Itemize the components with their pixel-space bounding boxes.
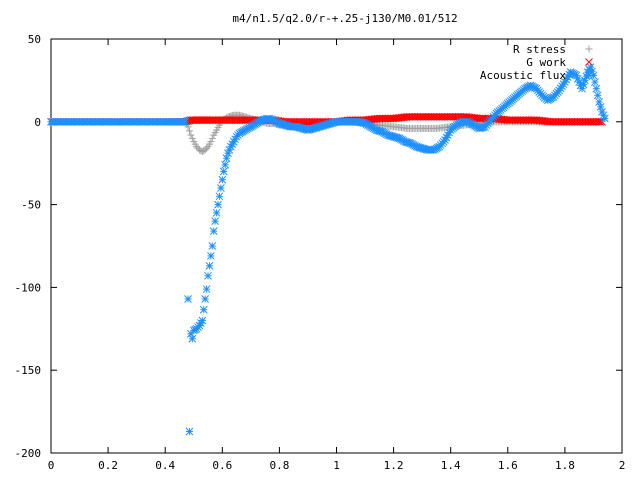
- data-point: [198, 316, 207, 325]
- legend-label: R stress: [513, 43, 566, 56]
- plot-frame: [50, 38, 623, 454]
- legend-marker: [585, 45, 593, 53]
- x-tick-label: 1.2: [384, 459, 404, 472]
- data-point: [205, 262, 214, 270]
- data-point: [185, 127, 193, 135]
- series-layer: [47, 63, 609, 436]
- data-point: [204, 271, 212, 280]
- chart-title: m4/n1.5/q2.0/r-+.25-j130/M0.01/512: [232, 12, 457, 25]
- data-point: [217, 184, 225, 192]
- data-point: [208, 242, 217, 250]
- data-point: [207, 138, 215, 146]
- data-point: [187, 131, 195, 139]
- data-point: [218, 175, 227, 184]
- data-point: [188, 134, 196, 142]
- data-point: [201, 295, 210, 303]
- data-point: [595, 98, 604, 106]
- y-tick-label: -200: [15, 447, 42, 460]
- data-point: [591, 78, 599, 86]
- data-point: [181, 117, 190, 126]
- data-point: [201, 146, 209, 154]
- data-point: [578, 84, 586, 93]
- data-point: [184, 295, 192, 303]
- data-point: [214, 200, 222, 209]
- x-tick-label: 1.8: [555, 459, 575, 472]
- y-tick-label: -50: [21, 199, 41, 212]
- data-point: [592, 84, 601, 93]
- data-point: [222, 154, 231, 163]
- y-tick-label: -100: [15, 281, 42, 294]
- x-tick-label: 0.2: [98, 459, 118, 472]
- x-tick-label: 0: [48, 459, 55, 472]
- series-acoustic-flux: [47, 63, 609, 436]
- data-point: [193, 143, 201, 151]
- legend-label: Acoustic flux: [480, 69, 566, 82]
- data-point: [198, 148, 206, 156]
- data-point: [601, 114, 609, 123]
- legend-label: G work: [526, 56, 566, 69]
- data-point: [209, 227, 218, 235]
- data-point: [212, 209, 221, 217]
- x-tick-label: 1.6: [498, 459, 518, 472]
- x-axis: 0 0.2 0.4 0.6 0.8 1 1.2 1.4 1.6 1.8 2: [48, 39, 626, 472]
- data-point: [596, 103, 605, 111]
- y-tick-label: 50: [28, 33, 41, 46]
- data-point: [203, 144, 211, 152]
- data-point: [227, 142, 235, 151]
- legend-marker: [585, 71, 593, 79]
- data-point: [593, 91, 602, 100]
- data-point: [221, 161, 230, 169]
- data-point: [596, 117, 605, 126]
- data-point: [185, 427, 194, 436]
- data-point: [211, 217, 220, 226]
- data-point: [202, 285, 211, 293]
- data-point: [207, 252, 215, 260]
- y-tick-label: -150: [15, 364, 42, 377]
- legend-marker: [585, 58, 593, 66]
- x-tick-label: 1.4: [441, 459, 461, 472]
- data-point: [188, 334, 197, 343]
- data-point: [199, 305, 208, 314]
- x-tick-label: 1: [333, 459, 340, 472]
- y-axis: 50 0 -50 -100 -150 -200: [15, 33, 622, 460]
- x-tick-label: 2: [619, 459, 626, 472]
- data-point: [215, 192, 224, 201]
- x-tick-label: 0.6: [212, 459, 232, 472]
- x-tick-label: 0.4: [155, 459, 175, 472]
- y-tick-label: 0: [34, 116, 41, 129]
- data-point: [594, 117, 603, 126]
- x-tick-label: 0.8: [269, 459, 289, 472]
- data-point: [219, 167, 228, 176]
- data-point: [208, 134, 216, 142]
